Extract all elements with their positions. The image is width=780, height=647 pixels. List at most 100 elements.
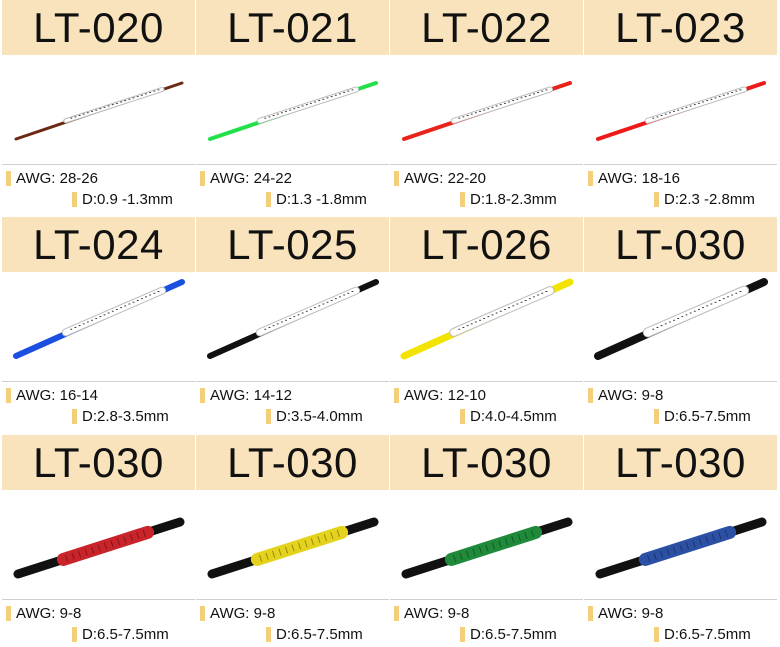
product-card: LT-022 AWG: 22-20 D:1.8-2.3mm [390,0,583,212]
tube-marking [472,548,476,556]
label-marker [588,388,593,403]
diameter-range: D:6.5-7.5mm [470,626,557,643]
product-image [13,279,185,359]
product-image [401,517,573,579]
product-card: LT-024 AWG: 16-14 D:2.8-3.5mm [2,217,195,429]
label-marker [6,171,11,186]
product-code: LT-022 [390,0,583,55]
label-marker [200,171,205,186]
tube-marking [511,536,515,544]
product-image [595,517,767,579]
product-code: LT-030 [196,435,389,490]
diameter-range: D:2.8-3.5mm [82,408,169,425]
label-marker [6,606,11,621]
tube-marking [323,534,327,542]
label-marker [200,388,205,403]
tube-marking [530,529,534,537]
tube-marking [479,546,483,554]
tube-body [638,525,737,566]
awg-range: AWG: 9-8 [404,605,470,622]
tube-body [643,286,749,337]
label-marker [266,409,271,424]
tube-marking [129,534,133,542]
separator [390,381,583,382]
tube-marking [78,550,82,558]
separator [196,599,389,600]
label-marker [588,171,593,186]
tube-marking [498,540,502,548]
product-card: LT-021 AWG: 24-22 D:1.3 -1.8mm [196,0,389,212]
separator [196,381,389,382]
tube-marking [692,540,696,548]
product-card: LT-026 AWG: 12-10 D:4.0-4.5mm [390,217,583,429]
product-image [594,278,768,360]
product-code: LT-025 [196,217,389,272]
product-code: LT-026 [390,217,583,272]
product-card: LT-023 AWG: 18-16 D:2.3 -2.8mm [584,0,777,212]
tube-marking [91,546,95,554]
tube-body [645,87,747,123]
tube-marking [485,544,489,552]
tube-marking [285,546,289,554]
tube-marking [330,532,334,540]
tube-marking [84,548,88,556]
tube-marking [718,532,722,540]
awg-range: AWG: 16-14 [16,387,98,404]
tube-marking [524,532,528,540]
label-marker [72,192,77,207]
product-image [208,81,378,141]
label-marker [266,627,271,642]
tube-marking [291,544,295,552]
product-image [207,279,379,359]
awg-range: AWG: 22-20 [404,170,486,187]
tube-marking [653,552,657,560]
label-marker [6,388,11,403]
awg-range: AWG: 9-8 [16,605,82,622]
label-marker [394,171,399,186]
awg-range: AWG: 9-8 [598,605,664,622]
diameter-range: D:1.3 -1.8mm [276,191,367,208]
awg-range: AWG: 24-22 [210,170,292,187]
tube-body [250,525,349,566]
product-code: LT-030 [584,435,777,490]
product-code: LT-030 [390,435,583,490]
label-marker [654,409,659,424]
separator [2,381,195,382]
tube-marking [459,552,463,560]
label-marker [394,606,399,621]
awg-range: AWG: 18-16 [598,170,680,187]
product-image [400,278,574,360]
tube-marking [679,544,683,552]
separator [584,599,777,600]
product-code: LT-021 [196,0,389,55]
product-card: LT-025 AWG: 14-12 D:3.5-4.0mm [196,217,389,429]
awg-range: AWG: 9-8 [210,605,276,622]
product-code: LT-023 [584,0,777,55]
tube-marking [317,536,321,544]
label-marker [460,192,465,207]
tube-marking [65,554,69,562]
tube-marking [304,540,308,548]
label-marker [394,388,399,403]
tube-marking [504,538,508,546]
tube-marking [466,550,470,558]
tube-marking [724,529,728,537]
tube-marking [517,534,521,542]
diameter-range: D:1.8-2.3mm [470,191,557,208]
tube-marking [698,538,702,546]
product-image [402,81,572,141]
label-marker [588,606,593,621]
separator [2,599,195,600]
tube-marking [259,554,263,562]
tube-marking [647,554,651,562]
tube-marking [123,536,127,544]
diameter-range: D:0.9 -1.3mm [82,191,173,208]
tube-body [62,287,166,336]
product-image [13,517,185,579]
product-image [14,81,184,141]
tube-marking [103,542,107,550]
tube-marking [278,548,282,556]
tube-body [451,87,553,123]
tube-marking [660,550,664,558]
